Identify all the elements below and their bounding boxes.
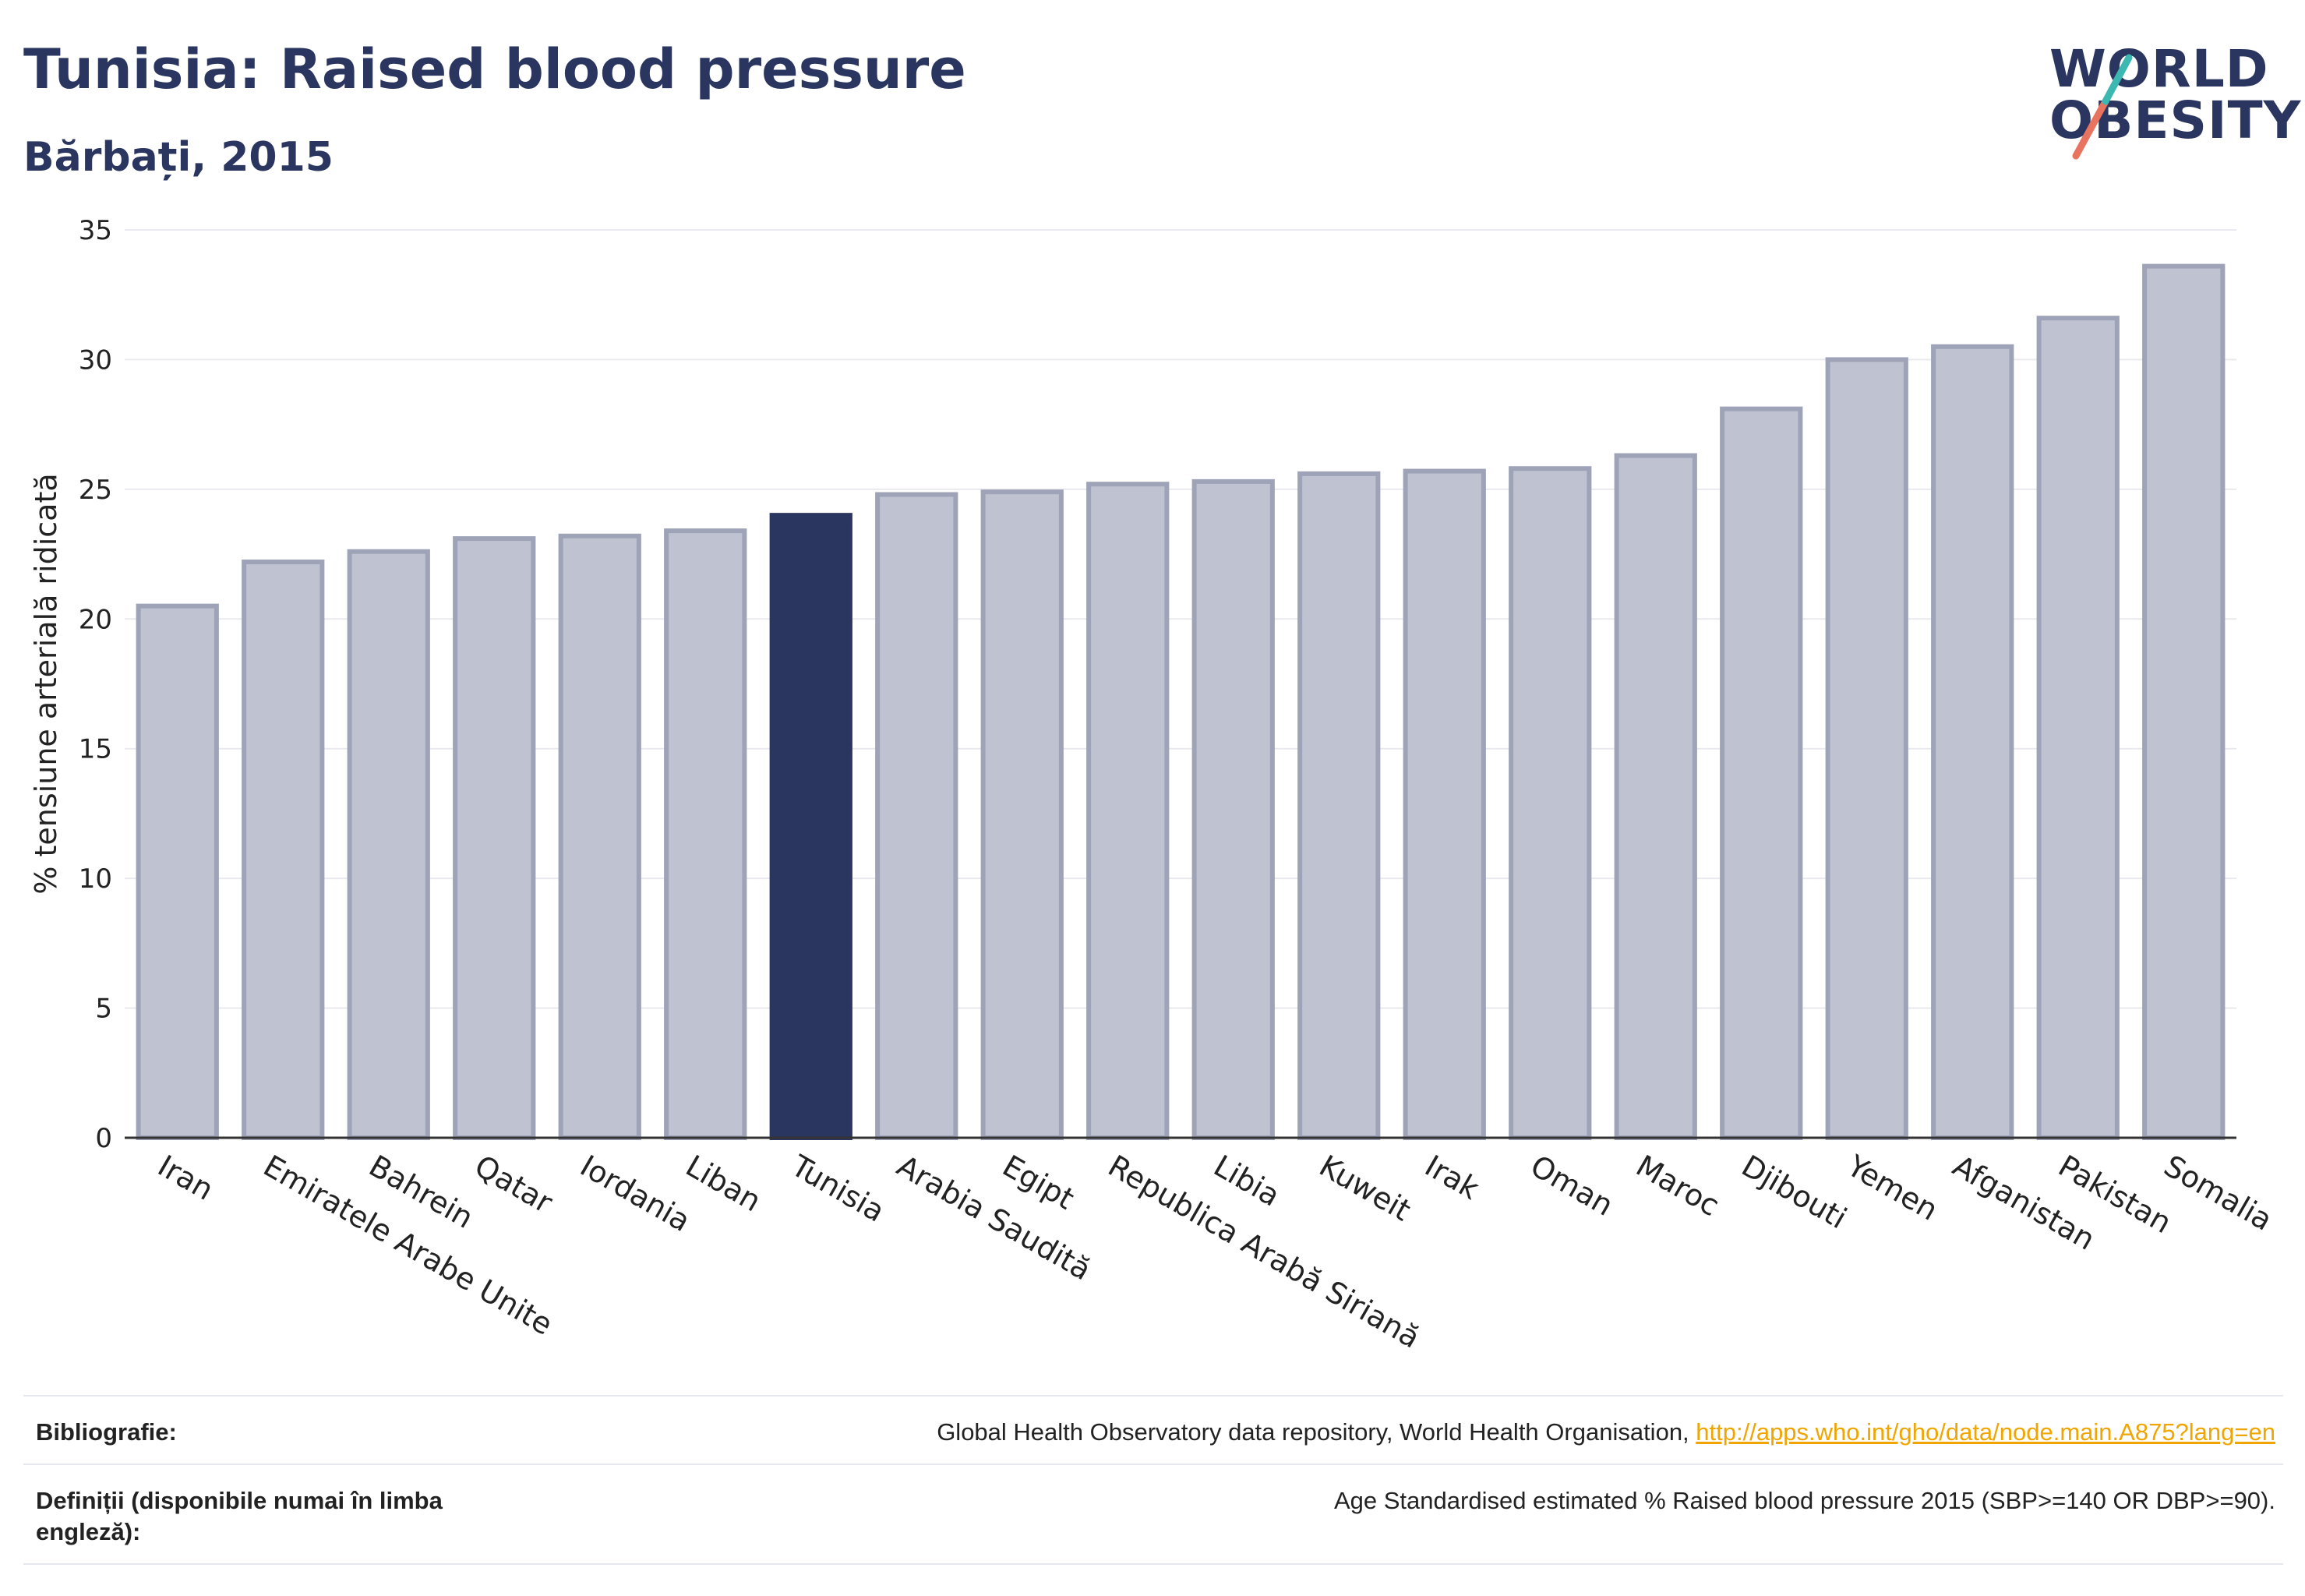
world-obesity-logo: WORLD OBESITY: [2042, 31, 2300, 171]
y-tick-label: 35: [79, 215, 112, 246]
bibliography-text: Global Health Observatory data repositor…: [937, 1418, 1696, 1446]
x-tick-label: Oman: [1525, 1149, 1619, 1223]
y-tick-label: 10: [79, 863, 112, 895]
x-tick-label: Maroc: [1630, 1149, 1725, 1223]
x-tick-label: Kuweit: [1314, 1149, 1417, 1228]
x-tick-label: Djibouti: [1736, 1149, 1853, 1236]
x-tick-label: Tunisia: [785, 1148, 890, 1229]
bar: [453, 536, 536, 1140]
definitions-row: Definiții (disponibile numai în limba en…: [23, 1464, 2283, 1565]
chart-subtitle: Bărbați, 2015: [23, 134, 334, 181]
bar: [1297, 471, 1381, 1140]
bar: [242, 560, 325, 1140]
bibliography-label: Bibliografie:: [36, 1418, 177, 1446]
logo-line-1: WORLD: [2049, 39, 2269, 99]
bar: [347, 549, 430, 1140]
footer-table: Bibliografie: Global Health Observatory …: [23, 1395, 2283, 1565]
bar: [980, 489, 1064, 1140]
y-tick-label: 20: [79, 604, 112, 635]
bar: [769, 513, 852, 1140]
bar: [1825, 357, 1908, 1140]
y-tick-label: 5: [95, 994, 112, 1025]
bar: [1403, 468, 1486, 1140]
x-tick-label: Irak: [1419, 1149, 1484, 1206]
bibliography-value: Global Health Observatory data repositor…: [937, 1417, 2283, 1448]
bar: [1614, 453, 1697, 1140]
x-tick-label: Somalia: [2159, 1149, 2279, 1238]
bar-chart: 0 5 10 15 20 25 30 35 % tensiune arterială ridic…: [29, 215, 2279, 1355]
y-tick-label: 30: [79, 344, 112, 376]
bar: [1191, 478, 1275, 1140]
bar: [875, 492, 958, 1140]
definitions-label: Definiții (disponibile numai în limba en…: [36, 1487, 443, 1545]
bar: [2142, 263, 2226, 1141]
definitions-value: Age Standardised estimated % Raised bloo…: [1333, 1487, 2275, 1514]
x-tick-label: Qatar: [469, 1149, 559, 1220]
bar: [1086, 482, 1170, 1140]
bar: [2036, 316, 2120, 1141]
logo-slash-icon: [2072, 54, 2133, 160]
y-tick-label: 25: [79, 475, 112, 506]
chart-title: Tunisia: Raised blood pressure: [23, 37, 966, 101]
x-tick-label: Arabia Saudită: [891, 1149, 1097, 1287]
x-tick-label: Iordania: [574, 1149, 696, 1238]
y-tick-label: 0: [95, 1123, 112, 1154]
bar: [136, 603, 219, 1140]
x-tick-label: Libia: [1208, 1149, 1286, 1213]
bar: [1509, 466, 1592, 1140]
bibliography-link[interactable]: http://apps.who.int/gho/data/node.main.A…: [1696, 1418, 2275, 1446]
y-tick-label: 15: [79, 734, 112, 765]
bar: [558, 533, 641, 1140]
bar: [1720, 406, 1803, 1140]
y-axis-label: % tensiune arterială ridicată: [29, 473, 63, 894]
bibliography-row: Bibliografie: Global Health Observatory …: [23, 1395, 2283, 1464]
bar: [664, 528, 747, 1140]
bar: [1931, 344, 2014, 1140]
x-tick-label: Yemen: [1841, 1148, 1943, 1227]
x-tick-label: Iran: [152, 1149, 219, 1207]
